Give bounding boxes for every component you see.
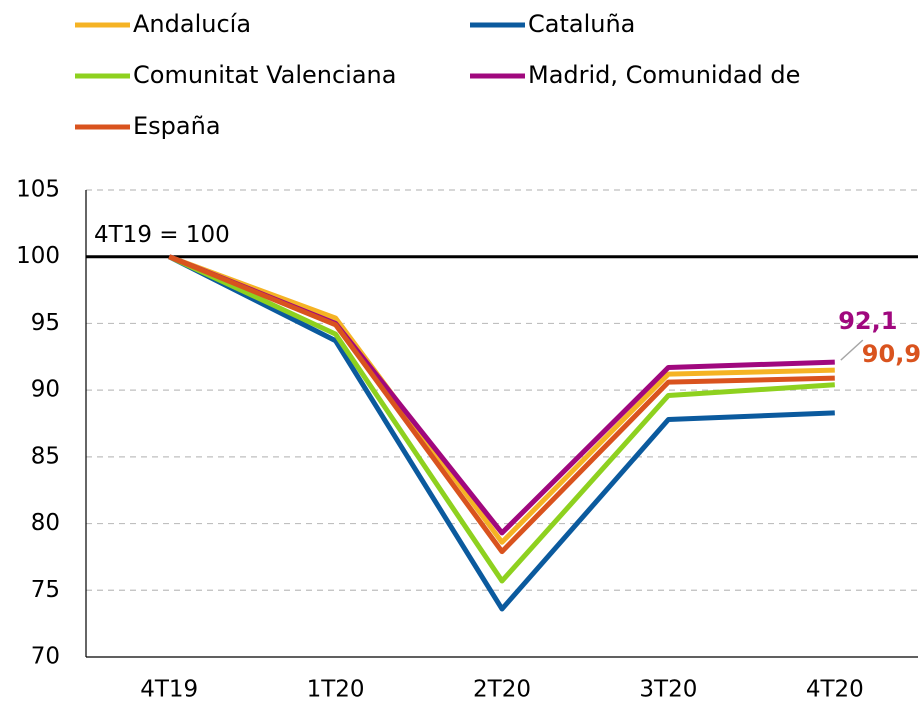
y-tick-label: 90 bbox=[31, 377, 60, 403]
y-tick-label: 75 bbox=[31, 577, 60, 603]
series-line bbox=[168, 254, 835, 612]
x-tick-label: 2T20 bbox=[473, 677, 531, 703]
reference-label: 4T19 = 100 bbox=[94, 222, 230, 248]
legend: Andalucía Cataluña Comunitat Valenciana Mad… bbox=[75, 10, 800, 140]
y-tick-label: 95 bbox=[31, 310, 60, 336]
x-tick-label: 1T20 bbox=[307, 677, 365, 703]
value-label: 90,9 bbox=[862, 340, 921, 368]
series-line bbox=[168, 254, 835, 584]
legend-label: Madrid, Comunidad de bbox=[528, 61, 800, 89]
legend-label: España bbox=[133, 112, 221, 140]
series-line bbox=[168, 254, 835, 555]
legend-label: Andalucía bbox=[133, 10, 251, 38]
y-tick-label: 105 bbox=[16, 177, 60, 203]
legend-label: Cataluña bbox=[528, 10, 635, 38]
y-tick-label: 100 bbox=[16, 243, 60, 269]
value-label: 92,1 bbox=[838, 307, 897, 335]
x-tick-label: 4T20 bbox=[806, 677, 864, 703]
y-tick-label: 70 bbox=[31, 644, 60, 670]
y-tick-label: 85 bbox=[31, 443, 60, 469]
x-tick-label: 4T19 bbox=[140, 677, 198, 703]
y-tick-label: 80 bbox=[31, 510, 60, 536]
series-line bbox=[168, 254, 835, 545]
leader-line bbox=[840, 339, 864, 361]
legend-label: Comunitat Valenciana bbox=[133, 61, 396, 89]
x-tick-label: 3T20 bbox=[639, 677, 697, 703]
